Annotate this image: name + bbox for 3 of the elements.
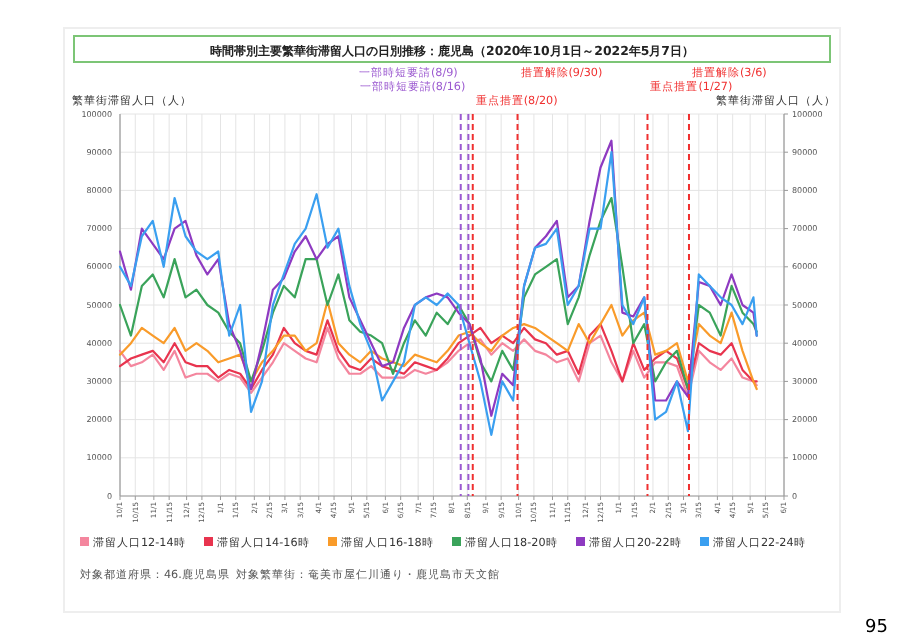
text: 95 (865, 618, 888, 638)
line-series (118, 300, 758, 391)
line-series (118, 196, 758, 391)
